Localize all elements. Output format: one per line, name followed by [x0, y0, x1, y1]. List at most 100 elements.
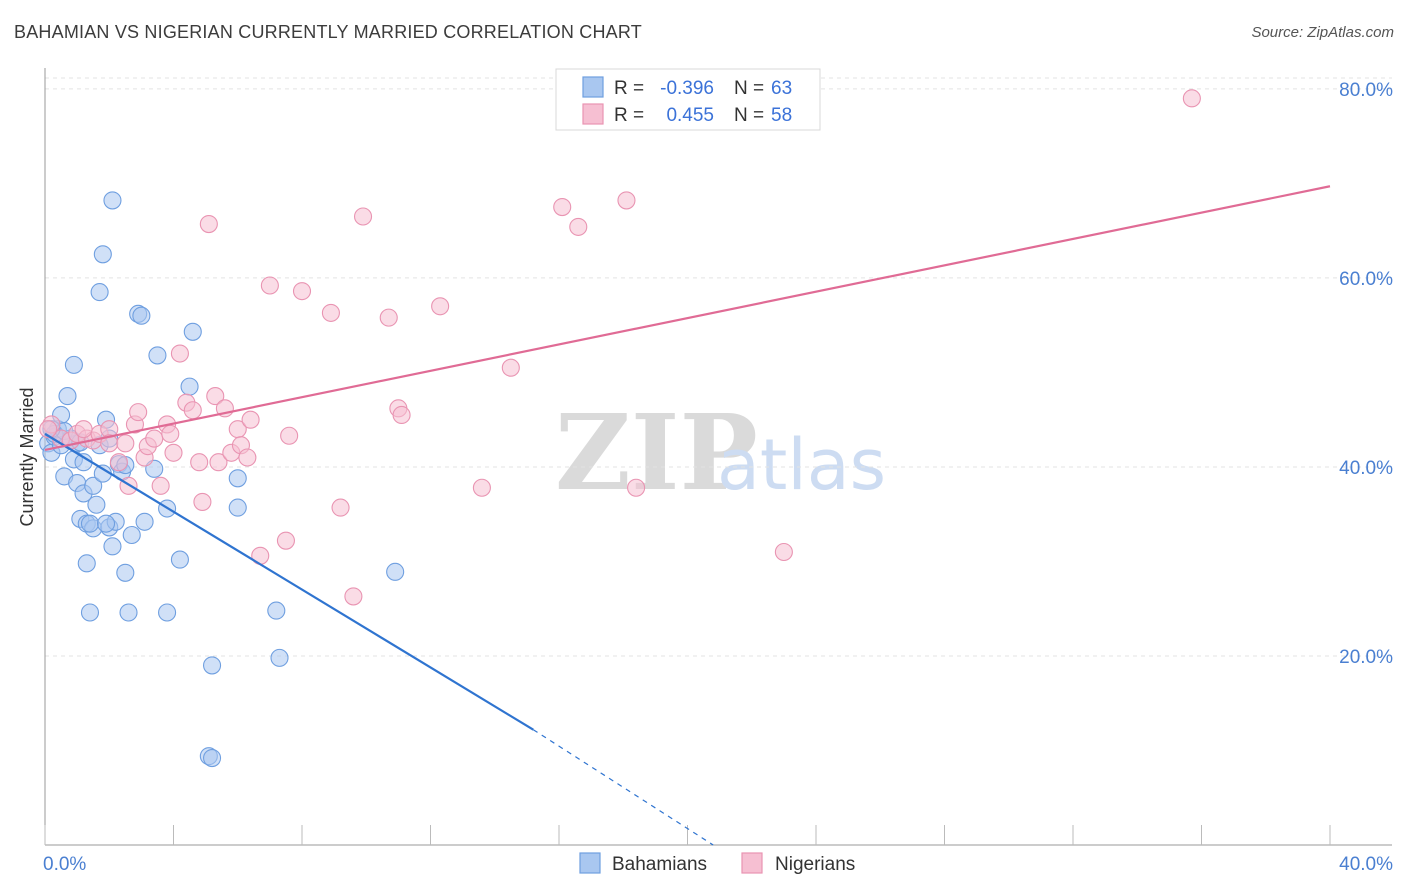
point-bahamians — [148, 346, 167, 365]
watermark-atlas: atlas — [717, 424, 886, 506]
point-bahamians — [183, 322, 202, 341]
point-bahamians — [116, 563, 135, 582]
y-tick-label: 40.0% — [1339, 458, 1393, 479]
point-nigerians — [193, 492, 212, 511]
point-bahamians — [122, 525, 141, 545]
point-nigerians — [280, 426, 299, 445]
point-nigerians — [1182, 89, 1201, 108]
point-bahamians — [270, 648, 289, 667]
trend-line-bahamians — [44, 432, 534, 731]
legend-n-label-nigerians: N = — [734, 105, 764, 126]
point-bahamians — [267, 601, 286, 620]
point-nigerians — [392, 405, 411, 425]
legend-swatch-nigerians — [582, 103, 604, 125]
point-nigerians — [553, 197, 572, 217]
point-bahamians — [84, 476, 103, 495]
source-label: Source: ZipAtlas.com — [1251, 24, 1394, 41]
point-nigerians — [344, 587, 363, 606]
point-bahamians — [80, 514, 100, 533]
point-nigerians — [129, 403, 148, 422]
point-nigerians — [501, 358, 520, 377]
legend-r-value-nigerians: 0.455 — [666, 105, 714, 126]
point-nigerians — [161, 424, 180, 443]
grid-lines — [45, 77, 1392, 657]
point-bahamians — [77, 554, 96, 573]
bottom-legend-swatch-bahamians — [579, 852, 601, 874]
legend-r-value-bahamians: -0.396 — [660, 78, 714, 99]
y-tick-label: 80.0% — [1339, 80, 1393, 101]
point-bahamians — [93, 245, 112, 264]
point-nigerians — [116, 434, 135, 453]
point-nigerians — [774, 542, 793, 562]
point-bahamians — [64, 355, 83, 374]
legend-r-label-nigerians: R = — [614, 105, 644, 126]
point-bahamians — [119, 603, 138, 622]
legend-swatch-bahamians — [582, 76, 604, 98]
point-bahamians — [135, 512, 154, 531]
point-bahamians — [58, 387, 77, 406]
point-bahamians — [170, 550, 189, 569]
x-tick-label: 0.0% — [43, 854, 86, 875]
point-bahamians — [103, 191, 122, 210]
trend-lines — [44, 185, 1331, 846]
point-nigerians — [276, 531, 295, 550]
point-nigerians — [569, 217, 588, 236]
point-bahamians — [228, 469, 247, 488]
point-nigerians — [431, 297, 450, 316]
point-nigerians — [206, 387, 225, 406]
point-nigerians — [331, 498, 350, 517]
point-bahamians — [203, 656, 222, 675]
point-nigerians — [238, 448, 257, 467]
tick-labels: 20.0% 40.0% 60.0% 80.0% 0.0% 40.0% — [43, 80, 1393, 875]
point-bahamians — [386, 562, 405, 581]
trend-line-bahamians-extension — [532, 729, 714, 846]
point-nigerians — [617, 191, 636, 210]
point-nigerians — [472, 478, 491, 497]
legend: R = -0.396 N = 63 R = 0.455 N = 58 — [555, 68, 821, 131]
point-nigerians — [209, 453, 228, 472]
point-nigerians — [241, 410, 260, 429]
point-nigerians — [151, 476, 170, 495]
point-nigerians — [292, 282, 312, 301]
point-bahamians — [180, 377, 199, 396]
legend-r-label-bahamians: R = — [614, 78, 644, 99]
point-bahamians — [96, 514, 116, 533]
x-tick-label: 40.0% — [1339, 854, 1393, 875]
point-bahamians — [228, 498, 247, 517]
bottom-legend-label-nigerians: Nigerians — [775, 854, 855, 875]
point-nigerians — [353, 207, 373, 226]
point-bahamians — [103, 537, 122, 556]
point-nigerians — [170, 344, 189, 363]
y-tick-label: 60.0% — [1339, 269, 1393, 290]
y-axis-label: Currently Married — [17, 387, 37, 526]
point-bahamians — [158, 603, 177, 622]
point-bahamians — [203, 748, 222, 768]
bottom-legend-swatch-nigerians — [741, 852, 763, 874]
point-nigerians — [39, 420, 58, 439]
bottom-legend: Bahamians Nigerians — [579, 852, 855, 875]
point-nigerians — [145, 429, 164, 448]
bottom-legend-label-bahamians: Bahamians — [612, 854, 707, 875]
point-nigerians — [109, 453, 128, 472]
watermark-zip: ZIP — [555, 391, 758, 514]
point-bahamians — [80, 603, 100, 622]
point-nigerians — [74, 420, 93, 439]
point-bahamians — [87, 495, 106, 514]
point-nigerians — [627, 478, 646, 497]
y-tick-label: 20.0% — [1339, 647, 1393, 668]
legend-n-value-bahamians: 63 — [771, 78, 792, 99]
point-nigerians — [164, 443, 183, 462]
chart-title: BAHAMIAN VS NIGERIAN CURRENTLY MARRIED C… — [14, 22, 642, 42]
legend-n-label-bahamians: N = — [734, 78, 764, 99]
point-bahamians — [132, 306, 151, 325]
point-bahamians — [90, 283, 109, 302]
point-nigerians — [190, 453, 209, 472]
trend-line-nigerians — [44, 185, 1331, 452]
legend-n-value-nigerians: 58 — [771, 105, 792, 126]
point-nigerians — [321, 303, 340, 322]
point-nigerians — [379, 308, 398, 327]
point-nigerians — [199, 215, 218, 234]
point-nigerians — [183, 401, 202, 420]
point-nigerians — [260, 276, 279, 295]
